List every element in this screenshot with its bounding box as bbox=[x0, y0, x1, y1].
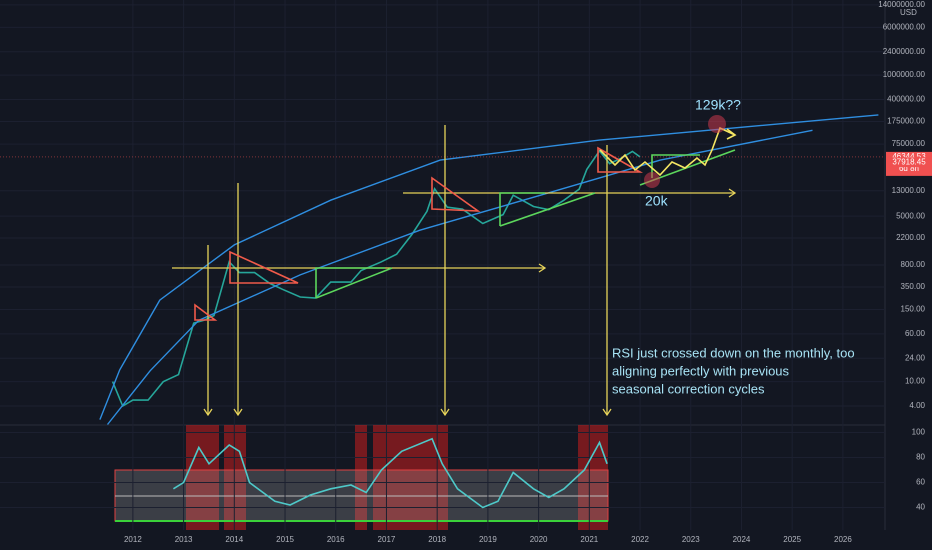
projection-arrow bbox=[726, 128, 737, 140]
y-tick-label: 80 bbox=[916, 453, 925, 462]
y-tick-label: 40 bbox=[916, 503, 925, 512]
x-tick-label: 2023 bbox=[682, 535, 700, 544]
x-tick-label: 2025 bbox=[783, 535, 801, 544]
y-tick-label: 1000000.00 bbox=[883, 70, 926, 79]
x-tick-label: 2019 bbox=[479, 535, 497, 544]
y-tick-label: 2400000.00 bbox=[883, 47, 926, 56]
y-tick-label: 100 bbox=[912, 428, 926, 437]
shade bbox=[355, 425, 367, 530]
x-tick-label: 2017 bbox=[378, 535, 396, 544]
target-dot bbox=[644, 172, 660, 188]
shade bbox=[186, 425, 219, 530]
x-tick-label: 2020 bbox=[530, 535, 548, 544]
y-tick-label: 5000.00 bbox=[896, 211, 925, 220]
y-tick-label: 800.00 bbox=[901, 260, 926, 269]
price-box bbox=[886, 157, 932, 168]
series-line bbox=[172, 437, 608, 509]
shade bbox=[578, 425, 608, 530]
x-tick-label: 2024 bbox=[733, 535, 751, 544]
y-tick-label: 75000.00 bbox=[892, 139, 926, 148]
y-tick-label: 14000000.00 bbox=[878, 0, 925, 9]
x-tick-label: 2018 bbox=[428, 535, 446, 544]
y-tick-label: 150.00 bbox=[901, 305, 926, 314]
x-tick-label: 2015 bbox=[276, 535, 294, 544]
y-tick-label: 4.00 bbox=[909, 401, 925, 410]
y-tick-label: 10.00 bbox=[905, 377, 926, 386]
countdown: 6d 8h bbox=[899, 164, 919, 173]
shade bbox=[373, 425, 448, 530]
target-dot bbox=[708, 115, 726, 133]
y-tick-label: 60.00 bbox=[905, 329, 926, 338]
x-tick-label: 2014 bbox=[225, 535, 243, 544]
x-tick-label: 2022 bbox=[631, 535, 649, 544]
projection bbox=[599, 126, 736, 177]
series-line bbox=[99, 114, 879, 420]
rsi-shades bbox=[186, 425, 608, 530]
drawings bbox=[172, 115, 737, 417]
y-tick-label: 2200.00 bbox=[896, 233, 925, 242]
y-tick-label: 6000000.00 bbox=[883, 23, 926, 32]
marker-price: 37918.45 bbox=[892, 157, 926, 166]
annotation: 129k?? bbox=[695, 97, 741, 113]
y-tick-label: 400000.00 bbox=[887, 95, 925, 104]
x-tick-label: 2026 bbox=[834, 535, 852, 544]
x-tick-label: 2021 bbox=[580, 535, 598, 544]
y-tick-label: 24.00 bbox=[905, 353, 926, 362]
shade bbox=[224, 425, 246, 530]
annotation: 20k bbox=[645, 193, 669, 209]
x-tick-label: 2016 bbox=[327, 535, 345, 544]
x-tick-label: 2012 bbox=[124, 535, 142, 544]
y-tick-label: 350.00 bbox=[901, 282, 926, 291]
note: aligning perfectly with previous bbox=[612, 363, 790, 378]
y-tick-label: 13000.00 bbox=[892, 186, 926, 195]
y-tick-label: 60 bbox=[916, 478, 925, 487]
x-tick-label: 2013 bbox=[175, 535, 193, 544]
note: seasonal correction cycles bbox=[612, 381, 765, 396]
y-tick-label: 175000.00 bbox=[887, 117, 925, 126]
note: RSI just crossed down on the monthly, to… bbox=[612, 345, 855, 360]
y-unit: USD bbox=[900, 8, 917, 17]
last-price: 46344.53 bbox=[892, 152, 926, 161]
